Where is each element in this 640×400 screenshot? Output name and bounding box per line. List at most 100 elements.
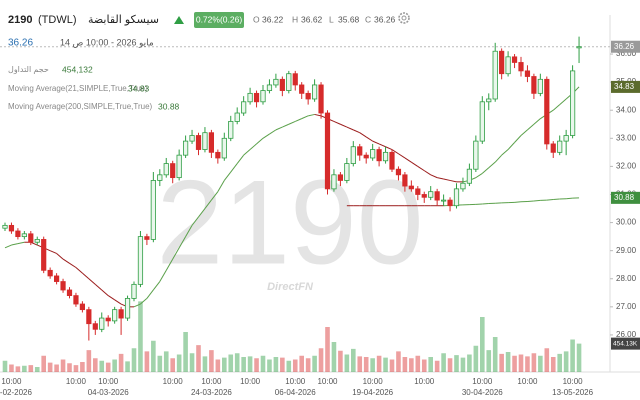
moving-average-segment: [423, 170, 431, 176]
candle-body: [486, 98, 492, 103]
candle-body: [47, 269, 53, 277]
volume-bar: [260, 355, 266, 372]
settings-icon[interactable]: [398, 12, 410, 24]
gear-hub[interactable]: [401, 15, 407, 21]
volume-bar: [370, 358, 375, 372]
x-tick-label: 10:00: [201, 377, 222, 386]
watermark-brand: DirectFN: [267, 281, 314, 293]
moving-average-segment: [75, 267, 83, 274]
volume-bar: [557, 353, 562, 372]
candle-body: [563, 135, 569, 142]
volume-bar: [415, 355, 421, 372]
ohlc-label: O: [253, 14, 260, 24]
x-tick-label: 10:00: [414, 377, 435, 386]
moving-average-segment: [49, 250, 57, 254]
volume-bar: [331, 342, 337, 372]
volume-bar: [241, 357, 246, 372]
volume-bar: [247, 356, 253, 372]
up-arrow: [174, 16, 184, 24]
volume-bar: [280, 357, 285, 372]
y-tick-label: 29.00: [616, 246, 637, 255]
moving-average-segment: [165, 258, 174, 271]
volume-bar: [421, 359, 427, 372]
volume-bar: [151, 340, 156, 372]
candle-body: [253, 92, 260, 103]
volume-bar: [486, 350, 492, 372]
moving-average-segment: [507, 142, 515, 150]
moving-average-segment: [372, 140, 380, 145]
moving-average-segment: [230, 163, 238, 173]
volume-bar: [170, 358, 175, 372]
moving-average-segment: [482, 202, 489, 205]
ma-legend: Moving Average(21,SIMPLE,True,True): [8, 84, 148, 93]
moving-average-segment: [365, 136, 373, 142]
candle-body: [21, 233, 27, 238]
moving-average-segment: [494, 154, 503, 163]
volume-bar: [512, 355, 517, 372]
volume-bar: [93, 358, 98, 372]
candle-body: [337, 174, 344, 181]
moving-average-segment: [533, 118, 541, 125]
volume-tag: 454.13K: [613, 340, 638, 347]
volume-bar: [318, 348, 324, 372]
volume-bar: [441, 353, 446, 372]
volume-bar: [228, 354, 234, 372]
moving-average-segment: [288, 120, 296, 125]
candle-body: [131, 283, 137, 299]
volume-bar: [389, 359, 395, 372]
moving-average-segment: [152, 281, 161, 291]
volume-bar: [41, 355, 46, 372]
x-tick-label: 10:00: [363, 377, 384, 386]
candle-body: [112, 309, 118, 322]
ma-tag-bg: [611, 80, 640, 93]
volume-bar: [480, 317, 485, 372]
candle-body: [73, 295, 79, 305]
ma-tag: 34.83: [614, 82, 635, 91]
volume-bar: [325, 327, 330, 372]
moving-average-segment: [430, 174, 438, 179]
volume-bar: [518, 354, 524, 372]
moving-average-segment: [223, 171, 232, 181]
volume-bar: [273, 357, 279, 372]
x-tick-label: 10:00: [563, 377, 584, 386]
volume-bar: [176, 354, 182, 372]
candle-body: [170, 163, 176, 179]
moving-average-segment: [172, 247, 180, 260]
moving-average-segment: [520, 129, 528, 136]
volume-bar: [73, 365, 79, 372]
volume-bar: [563, 351, 569, 372]
candle-body: [447, 199, 453, 207]
candle-body: [434, 191, 440, 201]
volume-bar: [396, 351, 401, 372]
y-tick-label: 30.00: [616, 218, 637, 227]
candle-body: [311, 84, 318, 100]
candle-body: [395, 168, 402, 176]
moving-average-segment: [552, 104, 561, 111]
volume-bar: [267, 359, 272, 372]
candle-body: [344, 163, 350, 181]
moving-average-segment: [314, 113, 322, 117]
volume-bar: [234, 353, 240, 372]
x-tick-label: 10:00: [1, 377, 22, 386]
candle-body: [440, 199, 447, 202]
x-tick-label: 10:00: [66, 377, 87, 386]
moving-average-segment: [101, 289, 109, 296]
gear[interactable]: [398, 12, 410, 24]
moving-average-segment: [30, 241, 38, 246]
x-tick-label: 10:00: [285, 377, 306, 386]
candle-body: [266, 84, 273, 91]
candle-body: [189, 135, 195, 142]
moving-average-segment: [353, 129, 360, 134]
volume-bar: [118, 353, 124, 372]
candle-body: [292, 73, 298, 86]
candle-body: [195, 135, 202, 150]
moving-average-segment: [236, 154, 245, 164]
candle-body: [331, 174, 337, 190]
volume-bar: [157, 355, 163, 372]
volume-bar: [60, 359, 66, 372]
y-tick-label: 32.00: [616, 162, 637, 171]
ohlc-value: 36.62: [301, 14, 323, 24]
moving-average-segment: [566, 197, 573, 200]
candle-body: [350, 146, 356, 164]
